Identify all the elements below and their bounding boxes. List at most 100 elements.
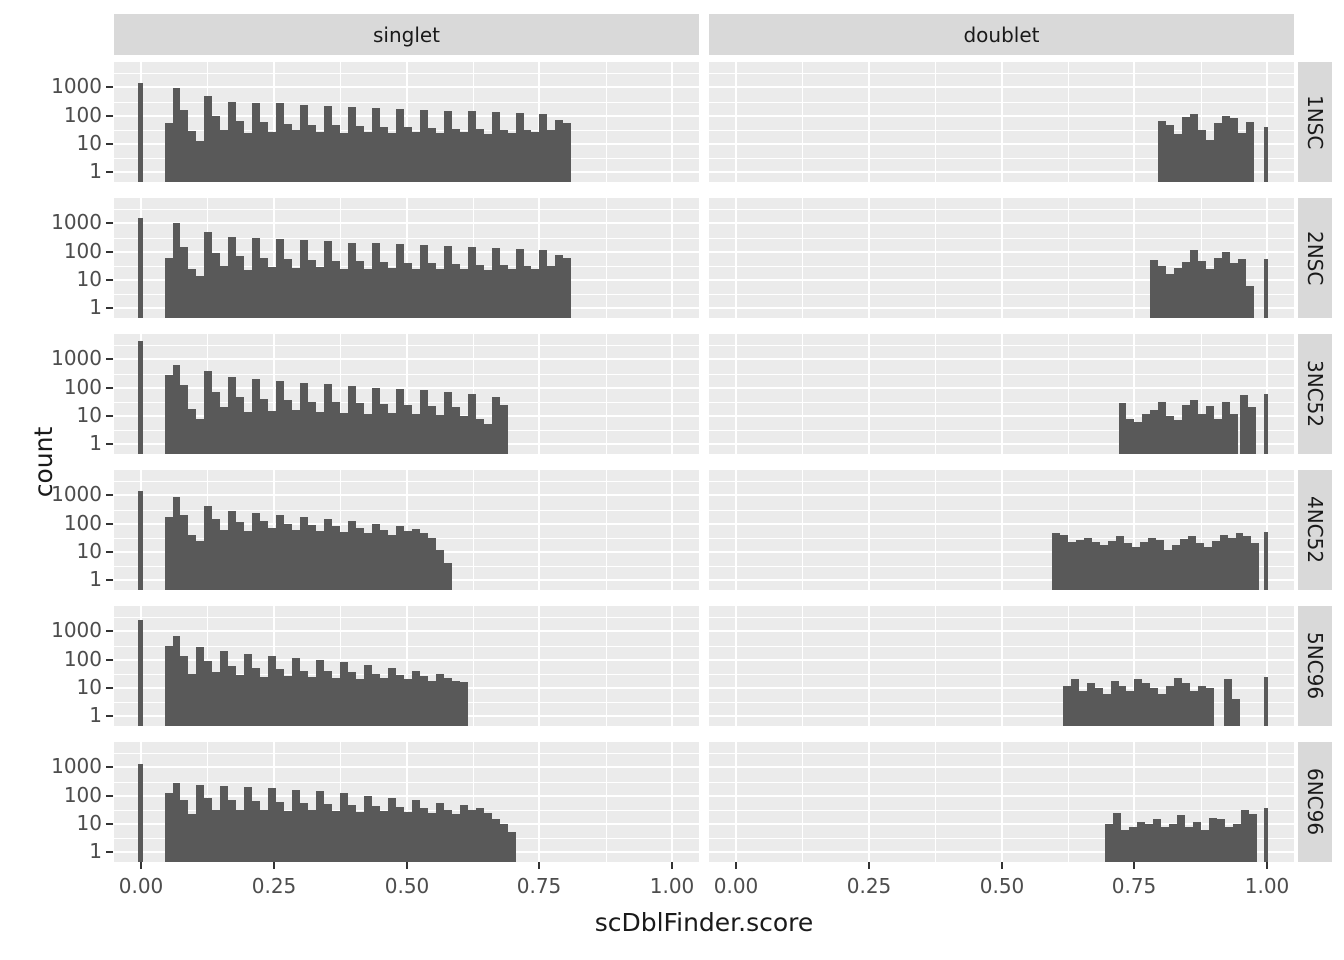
histogram-bar: [372, 388, 380, 454]
histogram-bar: [380, 404, 388, 454]
histogram-bar: [492, 248, 500, 318]
histogram-bar: [316, 660, 324, 726]
histogram-bar: [516, 249, 524, 318]
histogram-bar: [212, 253, 220, 318]
gridline-minor-x: [340, 334, 341, 454]
histogram-bar: [244, 531, 252, 590]
histogram-bar: [316, 132, 324, 182]
histogram-bar: [531, 269, 539, 318]
y-tick-label: 10: [76, 402, 102, 427]
histogram-bar: [1158, 402, 1166, 454]
histogram-bar: [300, 383, 308, 454]
histogram-bar: [1111, 681, 1119, 726]
histogram-bar: [316, 791, 324, 862]
facet-row-strip-1nsc: 1NSC: [1298, 62, 1332, 182]
histogram-bar: [1126, 419, 1134, 454]
y-tick-mark: [106, 142, 113, 145]
histogram-bar: [1108, 541, 1116, 590]
gridline-major-x: [273, 198, 275, 318]
histogram-bar: [348, 672, 356, 726]
histogram-bar: [1182, 683, 1190, 726]
y-tick-mark: [106, 579, 113, 581]
histogram-bar: [388, 413, 396, 454]
x-tick-label: 0.25: [251, 874, 297, 898]
histogram-bar: [356, 403, 364, 454]
facet-row-label: 6NC96: [1303, 768, 1327, 836]
histogram-bar: [1225, 827, 1233, 862]
facet-row-strip-3nc52: 3NC52: [1298, 334, 1332, 454]
histogram-bar: [1158, 694, 1166, 726]
gridline-minor-x: [606, 198, 607, 318]
gridline-major-x: [1001, 198, 1003, 318]
histogram-bar: [196, 647, 204, 726]
y-tick-label: 100: [63, 782, 102, 807]
histogram-bar: [1248, 407, 1256, 454]
histogram-bar: [260, 122, 268, 182]
histogram-bar: [1228, 538, 1236, 590]
histogram-bar: [244, 133, 252, 182]
histogram-bar: [444, 678, 452, 726]
histogram-bar: [340, 662, 348, 726]
x-tick-label: 1.00: [649, 874, 695, 898]
histogram-bar: [1236, 533, 1243, 590]
histogram-bar: [252, 513, 260, 590]
gridline-minor-x: [1068, 470, 1069, 590]
y-tick-label: 1: [89, 431, 102, 455]
histogram-bar: [284, 676, 292, 726]
histogram-bar: [1246, 286, 1254, 318]
histogram-bar: [1084, 538, 1092, 590]
gridline-minor-x: [1201, 198, 1202, 318]
histogram-bar: [228, 237, 236, 318]
histogram-bar: [244, 270, 252, 318]
histogram-bar: [1249, 814, 1257, 862]
histogram-bar: [252, 668, 260, 726]
gridline-minor-x: [802, 334, 803, 454]
gridline-major-x: [671, 198, 673, 318]
histogram-bar: [396, 807, 404, 862]
histogram-bar: [276, 103, 284, 182]
histogram-bar: [1145, 824, 1153, 862]
histogram-bar: [500, 405, 508, 454]
histogram-bar: [356, 812, 364, 862]
histogram-bar: [356, 261, 364, 318]
histogram-bar: [1206, 269, 1214, 318]
histogram-bar: [492, 819, 500, 862]
histogram-bar: [332, 678, 340, 726]
histogram-bar: [524, 130, 531, 182]
histogram-bar: [412, 269, 420, 318]
histogram-bar: [212, 672, 220, 726]
histogram-bar: [412, 132, 420, 182]
histogram-bar: [380, 127, 388, 182]
histogram-bar: [348, 521, 356, 590]
y-tick-mark: [106, 658, 113, 661]
histogram-bar: [300, 803, 308, 862]
histogram-bar: [547, 130, 555, 182]
histogram-bar: [292, 658, 300, 726]
gridline-major-x: [868, 742, 870, 862]
y-tick-label: 1000: [51, 618, 102, 643]
gridline-minor-x: [1068, 62, 1069, 182]
histogram-bar: [332, 402, 340, 454]
histogram-bar: [1185, 827, 1193, 862]
histogram-bar: [1230, 414, 1238, 454]
histogram-bar: [1153, 819, 1161, 862]
histogram-bar: [260, 521, 268, 590]
histogram-bar: [444, 810, 452, 862]
x-tick-label: 0.25: [846, 874, 892, 898]
histogram-bar: [180, 800, 188, 862]
histogram-bar: [388, 668, 396, 726]
histogram-bar: [276, 515, 284, 590]
y-tick-mark: [106, 550, 113, 553]
gridline-major-x: [735, 606, 737, 726]
histogram-bar: [468, 394, 476, 454]
histogram-bar: [428, 538, 436, 590]
y-tick-label: 1: [89, 703, 102, 727]
histogram-bar: [1190, 400, 1198, 454]
histogram-bar: [364, 796, 372, 862]
histogram-bar: [324, 384, 332, 454]
x-tick-label: 0.00: [713, 874, 759, 898]
histogram-bar: [180, 656, 188, 726]
histogram-bar: [436, 415, 444, 454]
histogram-bar: [268, 528, 276, 590]
histogram-bar: [348, 107, 356, 182]
